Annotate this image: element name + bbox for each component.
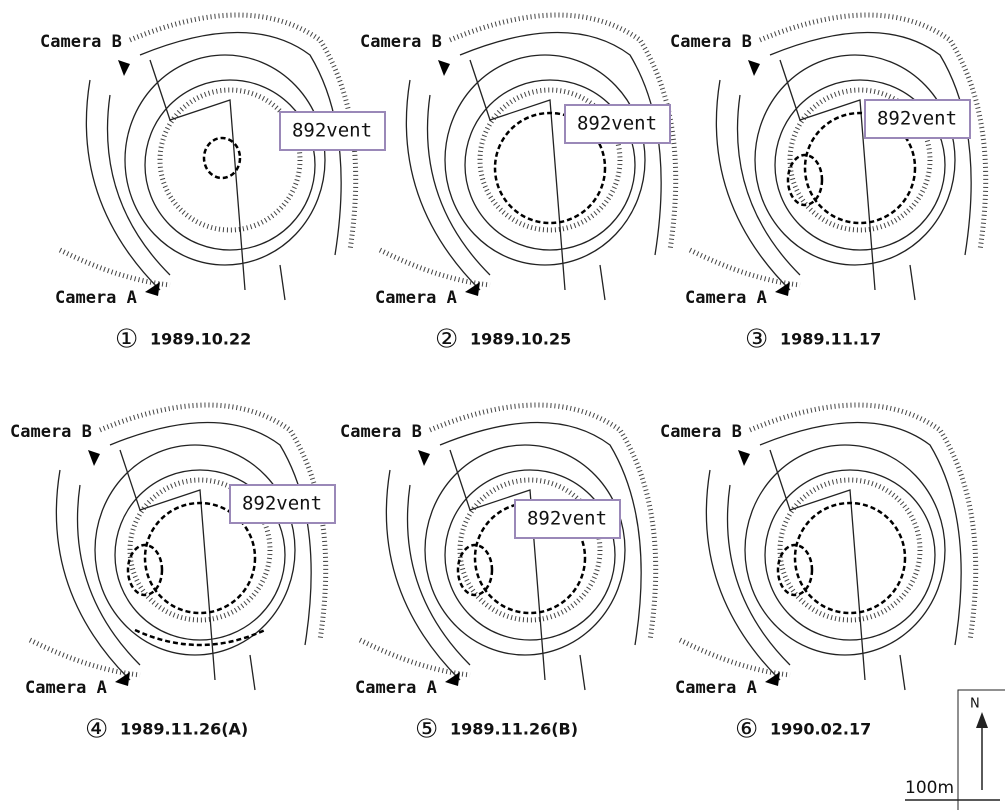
contour <box>470 60 605 300</box>
panel-date: 1989.10.22 <box>150 330 251 349</box>
contour <box>780 60 915 300</box>
vent-label: 892vent <box>577 113 657 135</box>
map-panel: Camera B Camera A 892vent ② 1989.10.25 <box>360 15 676 355</box>
scale-label: 100m <box>905 778 954 798</box>
figure: Camera BCamera A892vent①1989.10.22Camera… <box>0 0 1005 810</box>
contour <box>408 485 471 665</box>
camera-b-marker <box>88 450 100 466</box>
map-panel: Camera B Camera A ⑥ 1990.02.17 <box>660 405 976 745</box>
camera-b-marker <box>438 60 450 76</box>
contour <box>78 485 141 665</box>
camera-a-label: Camera A <box>685 288 767 308</box>
map-panel: Camera B Camera A 892vent ③ 1989.11.17 <box>670 15 986 355</box>
contour <box>770 450 905 690</box>
contour <box>360 640 470 675</box>
camera-a-label: Camera A <box>55 288 137 308</box>
camera-b-marker <box>748 60 760 76</box>
contour <box>780 480 920 620</box>
panel-date: 1989.11.26(A) <box>120 720 248 739</box>
camera-a-marker <box>775 282 790 296</box>
contour <box>386 470 460 680</box>
panel-number: ① <box>115 325 138 355</box>
vent-label: 892vent <box>242 493 322 515</box>
panel-date: 1989.11.17 <box>780 330 881 349</box>
camera-b-label: Camera B <box>670 32 752 52</box>
camera-a-marker <box>465 282 480 296</box>
camera-b-label: Camera B <box>40 32 122 52</box>
contour <box>450 450 585 690</box>
contour <box>425 445 625 655</box>
camera-a-label: Camera A <box>375 288 457 308</box>
camera-b-label: Camera B <box>340 422 422 442</box>
camera-b-marker <box>738 450 750 466</box>
contour <box>150 60 285 300</box>
vent-label: 892vent <box>877 108 957 130</box>
vent-label: 892vent <box>527 508 607 530</box>
map-panel: Camera B Camera A 892vent ④ 1989.11.26(A) <box>10 405 335 745</box>
north-label: N <box>970 697 980 712</box>
panel-date: 1989.10.25 <box>470 330 571 349</box>
camera-a-label: Camera A <box>25 678 107 698</box>
contour <box>728 485 791 665</box>
panel-number: ④ <box>85 715 108 745</box>
contour <box>716 80 790 290</box>
camera-a-marker <box>445 672 460 686</box>
contour <box>108 95 171 275</box>
panel-number: ② <box>435 325 458 355</box>
panel-date: 1990.02.17 <box>770 720 871 739</box>
contour <box>125 55 325 265</box>
contour <box>428 95 491 275</box>
camera-b-marker <box>418 450 430 466</box>
contour <box>60 250 170 285</box>
contour <box>738 95 801 275</box>
contour <box>56 470 130 680</box>
camera-b-marker <box>118 60 130 76</box>
camera-b-label: Camera B <box>10 422 92 442</box>
panel-number: ③ <box>745 325 768 355</box>
panel-date: 1989.11.26(B) <box>450 720 578 739</box>
contour <box>86 80 160 290</box>
crater <box>795 503 905 613</box>
camera-a-marker <box>145 282 160 296</box>
contour <box>445 55 645 265</box>
vent-label: 892vent <box>292 120 372 142</box>
camera-a-marker <box>765 672 780 686</box>
map-panel: Camera B Camera A 892vent ① 1989.10.22 <box>40 15 385 355</box>
map-panel: Camera B Camera A 892vent ⑤ 1989.11.26(B) <box>340 405 656 745</box>
contour <box>690 250 800 285</box>
contour <box>706 470 780 680</box>
contour <box>745 445 945 655</box>
contour <box>30 640 140 675</box>
camera-a-label: Camera A <box>355 678 437 698</box>
panel-number: ⑤ <box>415 715 438 745</box>
camera-a-label: Camera A <box>675 678 757 698</box>
camera-a-marker <box>115 672 130 686</box>
scale-legend: N 100m <box>905 690 1005 810</box>
contour <box>380 250 490 285</box>
camera-b-label: Camera B <box>360 32 442 52</box>
contour <box>680 640 790 675</box>
contour <box>406 80 480 290</box>
contour <box>95 445 295 655</box>
camera-b-label: Camera B <box>660 422 742 442</box>
panel-number: ⑥ <box>735 715 758 745</box>
crater <box>135 630 265 645</box>
contour <box>755 55 955 265</box>
